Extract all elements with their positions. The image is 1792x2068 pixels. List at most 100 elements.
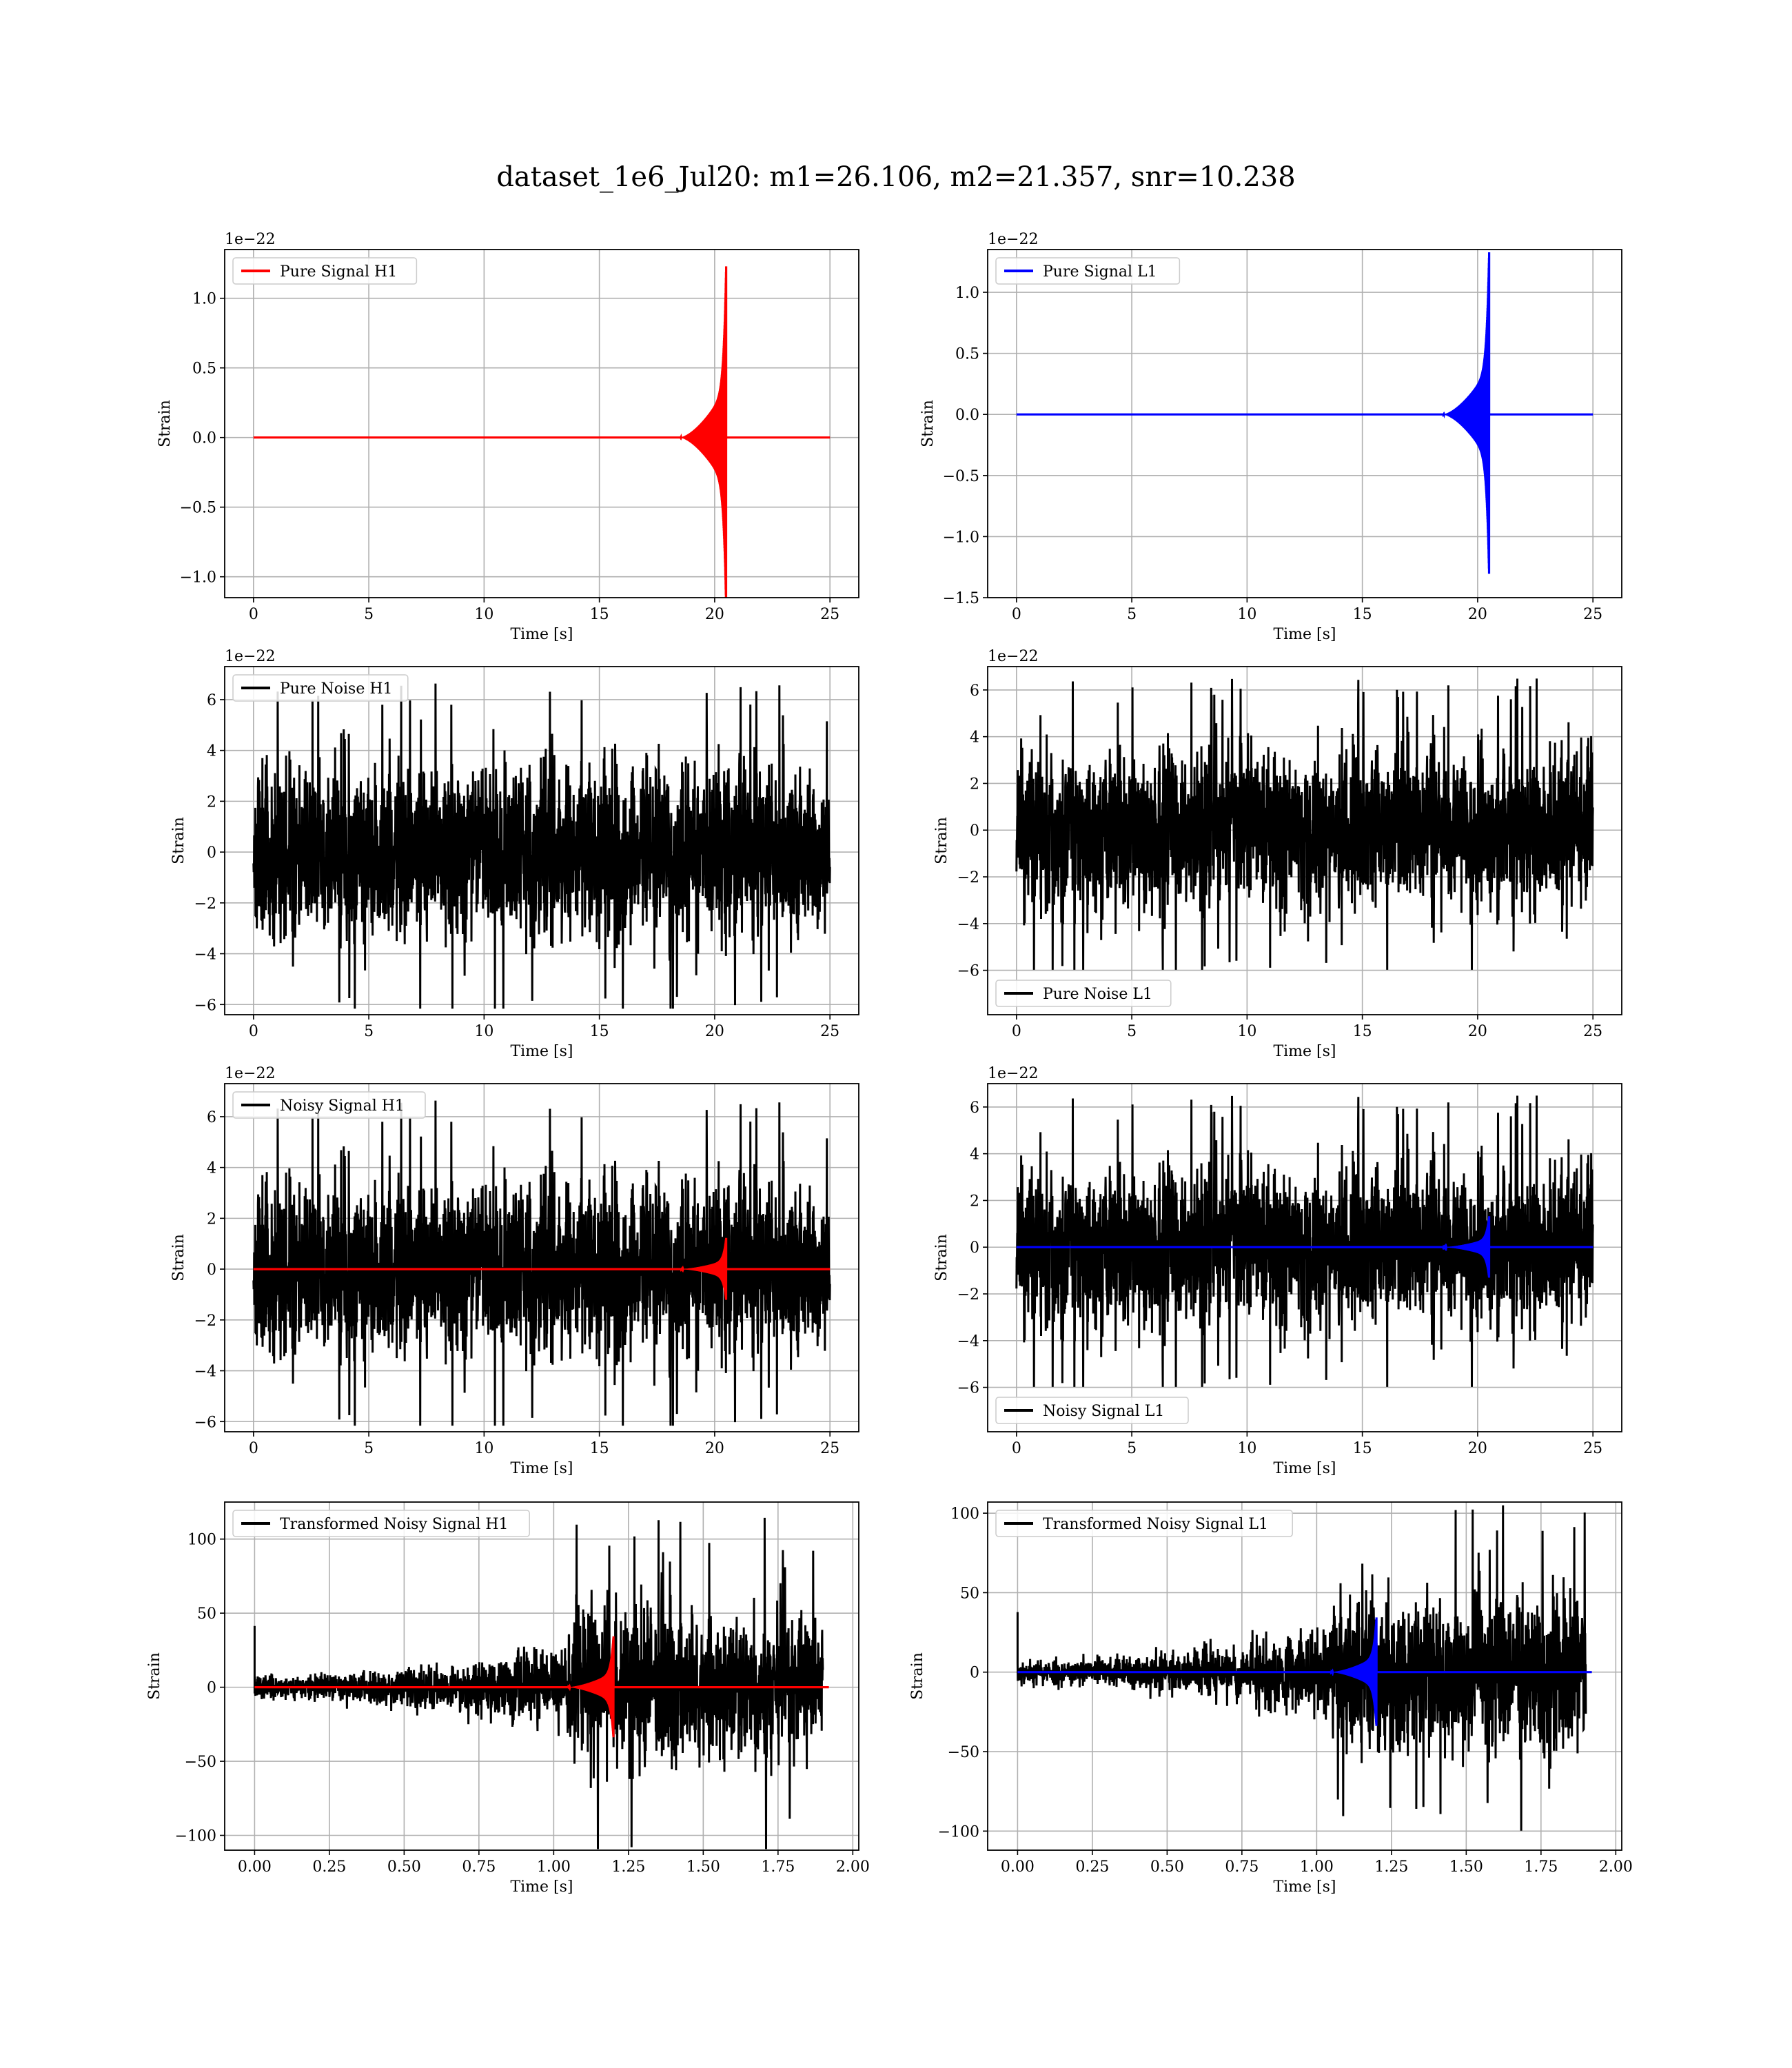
- x-tick-label: 5: [1127, 1023, 1137, 1040]
- x-tick-label: 1.75: [1524, 1858, 1558, 1876]
- y-tick-label: 6: [207, 1109, 216, 1126]
- plot-area: [252, 1100, 831, 1426]
- legend-label: Pure Noise L1: [1043, 986, 1152, 1003]
- series-line-pure-signal-h1: [253, 266, 831, 598]
- legend-box: [995, 1510, 1293, 1537]
- y-tick-label: 0: [207, 1680, 216, 1697]
- legend-label: Noisy Signal L1: [1043, 1403, 1164, 1420]
- x-axis-label: Time [s]: [510, 1043, 573, 1060]
- legend: Pure Noise L1: [995, 980, 1172, 1007]
- x-tick-label: 1.50: [1449, 1858, 1483, 1876]
- x-tick-label: 15: [590, 1440, 609, 1457]
- y-tick-label: 0: [970, 822, 979, 840]
- series-line-transformed-noisy-signal-h1: [253, 1517, 824, 1849]
- x-tick-label: 25: [820, 606, 839, 623]
- x-tick-label: 10: [474, 606, 493, 623]
- x-tick-label: 20: [705, 1023, 724, 1040]
- subplot-pure-noise-h1: 0 5 10 15 20 25 −6 −4 −2 0 2 4 6 1e−22 Time [s] Strain P…: [170, 648, 859, 1060]
- y-tick-label: 0.0: [955, 407, 979, 424]
- y-tick-label: 100: [187, 1532, 216, 1549]
- y-tick-label: −2: [194, 895, 216, 913]
- legend: Transformed Noisy Signal L1: [995, 1510, 1293, 1537]
- legend: Transformed Noisy Signal H1: [232, 1510, 530, 1537]
- axes-frame: [224, 249, 859, 598]
- subplot-noisy-signal-h1: 0 5 10 15 20 25 −6 −4 −2 0 2 4 6 1e−22 Time [s] Strain N…: [170, 1065, 859, 1477]
- x-tick-label: 5: [364, 606, 374, 623]
- y-tick-label: 2: [207, 1210, 216, 1228]
- x-tick-label: 15: [1353, 1023, 1372, 1040]
- y-tick-label: 0: [207, 844, 216, 862]
- subplot-transformed-noisy-signal-h1: 0.00 0.25 0.50 0.75 1.00 1.25 1.50 1.75 2.00 −100…: [146, 1501, 870, 1896]
- legend-box: [995, 257, 1181, 285]
- y-axis-label: Strain: [919, 400, 937, 447]
- x-tick-label: 10: [1237, 606, 1256, 623]
- axes-frame: [987, 249, 1622, 598]
- x-tick-label: 0.00: [238, 1858, 272, 1876]
- y-tick-label: −6: [194, 1414, 216, 1431]
- y-tick-label: 0.5: [192, 361, 216, 378]
- legend-label: Pure Signal L1: [1043, 263, 1157, 281]
- x-axis-label: Time [s]: [510, 626, 573, 643]
- legend-box: [232, 674, 409, 702]
- x-tick-label: 0: [249, 606, 258, 623]
- y-tick-label: −50: [948, 1744, 979, 1761]
- y-axis-label: Strain: [156, 400, 174, 447]
- x-tick-label: 5: [364, 1023, 374, 1040]
- y-tick-label: 50: [197, 1605, 216, 1623]
- x-tick-label: 2.00: [836, 1858, 870, 1876]
- axes-frame: [987, 666, 1622, 1015]
- y-tick-label: 2: [207, 793, 216, 811]
- y-axis-label: Strain: [933, 817, 950, 864]
- legend-box: [232, 1510, 530, 1537]
- offset-text: 1e−22: [988, 231, 1038, 248]
- series-line-noisy-signal-h1: [252, 1100, 831, 1426]
- offset-text: 1e−22: [988, 1065, 1038, 1082]
- x-tick-label: 1.75: [761, 1858, 795, 1876]
- x-tick-label: 10: [1237, 1440, 1256, 1457]
- y-axis-label: Strain: [170, 817, 187, 864]
- legend-box: [232, 1091, 426, 1119]
- plot-area: [1015, 1095, 1594, 1387]
- series-line-overlay-1: [253, 1237, 831, 1300]
- y-axis-label: Strain: [933, 1234, 950, 1281]
- legend: Noisy Signal H1: [232, 1091, 426, 1119]
- x-tick-label: 1.50: [686, 1858, 720, 1876]
- legend-label: Pure Noise H1: [280, 680, 393, 698]
- x-tick-label: 2.00: [1599, 1858, 1633, 1876]
- x-tick-label: 20: [705, 1440, 724, 1457]
- legend-box: [995, 1397, 1189, 1424]
- x-axis-label: Time [s]: [1273, 626, 1336, 643]
- axes-frame: [987, 1083, 1622, 1432]
- x-tick-label: 15: [590, 606, 609, 623]
- offset-text: 1e−22: [225, 231, 275, 248]
- plot-area: [1016, 1505, 1592, 1831]
- legend: Pure Signal H1: [232, 257, 418, 285]
- y-tick-label: 50: [960, 1585, 979, 1602]
- series-line-pure-noise-h1: [252, 683, 831, 1009]
- x-tick-label: 25: [820, 1023, 839, 1040]
- x-axis-label: Time [s]: [1273, 1878, 1336, 1896]
- y-tick-label: 1.0: [192, 291, 216, 308]
- x-tick-label: 10: [474, 1023, 493, 1040]
- plot-area: [1015, 678, 1594, 970]
- x-tick-label: 25: [1583, 1440, 1602, 1457]
- x-tick-label: 0.75: [462, 1858, 496, 1876]
- legend-label: Transformed Noisy Signal L1: [1043, 1516, 1268, 1533]
- x-axis-label: Time [s]: [510, 1878, 573, 1896]
- series-line-transformed-noisy-signal-l1: [1016, 1505, 1587, 1831]
- series-line-overlay-1: [1016, 1216, 1594, 1278]
- plot-area: [253, 266, 831, 598]
- legend-box: [232, 257, 418, 285]
- x-tick-label: 0: [1012, 1440, 1021, 1457]
- y-tick-label: −2: [957, 869, 979, 886]
- x-tick-label: 0: [1012, 1023, 1021, 1040]
- y-tick-label: 4: [970, 1146, 979, 1164]
- subplot-transformed-noisy-signal-l1: 0.00 0.25 0.50 0.75 1.00 1.25 1.50 1.75 2.00 −100…: [909, 1501, 1633, 1896]
- y-tick-label: 0: [207, 1261, 216, 1279]
- y-tick-label: 0.0: [192, 430, 216, 447]
- y-axis-label: Strain: [909, 1652, 926, 1700]
- y-tick-label: −1.0: [180, 569, 216, 587]
- subplot-noisy-signal-l1: 0 5 10 15 20 25 −6 −4 −2 0 2 4 6 1e−22 Time [s] Strain N…: [933, 1065, 1622, 1477]
- y-tick-label: 100: [950, 1506, 979, 1523]
